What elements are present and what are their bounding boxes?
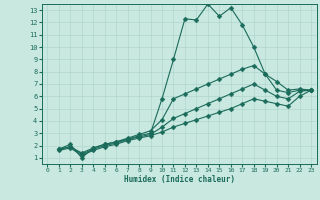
X-axis label: Humidex (Indice chaleur): Humidex (Indice chaleur) (124, 175, 235, 184)
